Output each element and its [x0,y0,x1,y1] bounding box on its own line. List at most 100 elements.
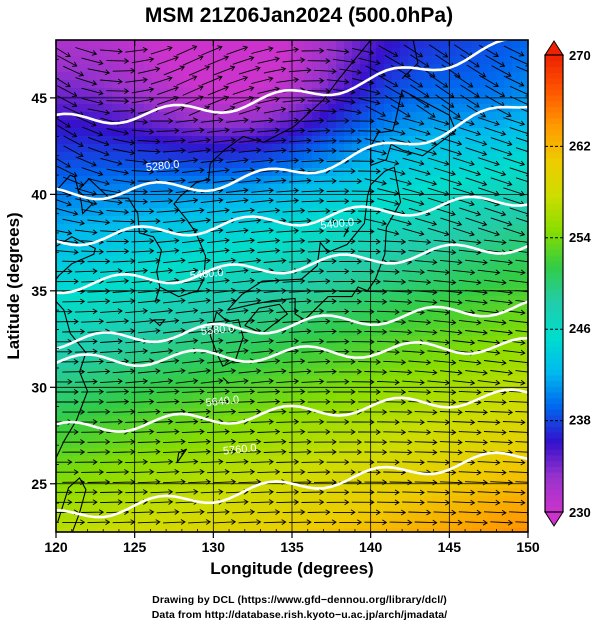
field-cell [144,176,153,185]
wind-arrow [332,399,356,405]
wind-arrow [389,147,413,156]
wind-arrow [232,127,256,134]
wind-arrow [427,489,451,496]
field-cell [256,40,265,49]
field-cell [472,496,481,505]
wind-arrow [56,278,79,285]
wind-arrow [433,359,457,366]
field-cell [200,416,209,425]
field-cell [472,232,481,241]
field-cell [488,376,497,385]
field-cell [336,128,345,137]
field-cell [440,88,449,97]
wind-arrow [232,428,256,435]
wind-arrow [352,78,375,86]
field-cell [384,120,393,129]
field-cell [120,232,129,241]
wind-arrow [515,137,528,143]
field-cell [432,80,441,89]
field-cell [120,200,129,209]
field-cell [328,56,337,65]
field-cell [216,400,225,409]
field-cell [200,304,209,313]
coastline [159,40,372,298]
field-cell [296,48,305,57]
field-cell [392,504,401,513]
colorbar-segment [545,403,563,410]
field-cell [88,128,97,137]
field-cell [160,320,169,329]
field-cell [224,272,233,281]
field-cell [264,520,273,529]
field-cell [488,168,497,177]
field-cell [112,208,121,217]
field-cell [208,376,217,385]
field-cell [400,144,409,153]
field-cell [408,88,417,97]
field-cell [248,304,257,313]
field-cell [72,360,81,369]
field-cell [464,312,473,321]
field-cell [488,504,497,513]
wind-arrow [125,378,149,385]
field-cell [424,464,433,473]
field-cell [80,424,89,433]
wind-arrow [276,117,300,124]
field-cell [168,456,177,465]
field-cell [120,40,129,49]
wind-arrow [351,489,375,496]
wind-arrow [207,55,230,66]
field-cell [320,264,329,273]
wind-arrow [125,228,149,235]
field-cell [200,400,209,409]
field-cell [56,432,65,441]
field-cell [240,200,249,209]
field-cell [232,240,241,249]
wind-arrow [238,65,261,75]
wind-arrow [409,84,430,98]
field-cell [200,88,209,97]
field-cell [440,48,449,57]
wind-arrow [389,218,413,227]
field-cell [304,160,313,169]
field-cell [224,392,233,401]
field-cell [376,336,385,345]
field-cell [160,512,169,521]
field-cell [136,224,145,233]
field-cell [176,320,185,329]
field-cell [440,264,449,273]
wind-arrow [433,127,456,136]
wind-arrow [376,339,400,345]
field-cell [520,392,528,401]
field-cell [56,416,65,425]
wind-arrow [62,328,86,335]
field-cell [504,416,513,425]
wind-arrow [402,117,425,126]
wind-arrow [188,65,211,76]
colorbar-segment [545,72,563,79]
field-cell [80,384,89,393]
colorbar-segment [545,134,563,142]
field-cell [152,96,161,105]
field-cell [160,184,169,193]
wind-arrow [232,398,256,405]
wind-arrow [75,47,98,56]
field-cell [352,392,361,401]
field-cell [136,96,145,105]
field-cell [448,40,457,49]
field-cell [312,72,321,81]
field-cell [344,328,353,337]
field-cell [184,272,193,281]
field-cell [312,520,321,529]
wind-arrow [163,287,186,294]
field-cell [120,400,129,409]
field-cell [480,80,489,89]
field-cell [184,280,193,289]
field-cell [96,256,105,265]
field-cell [72,312,81,321]
field-cell [64,384,73,393]
field-cell [472,112,481,121]
wind-arrow [232,237,256,244]
field-cell [320,168,329,177]
wind-arrow [332,509,356,516]
